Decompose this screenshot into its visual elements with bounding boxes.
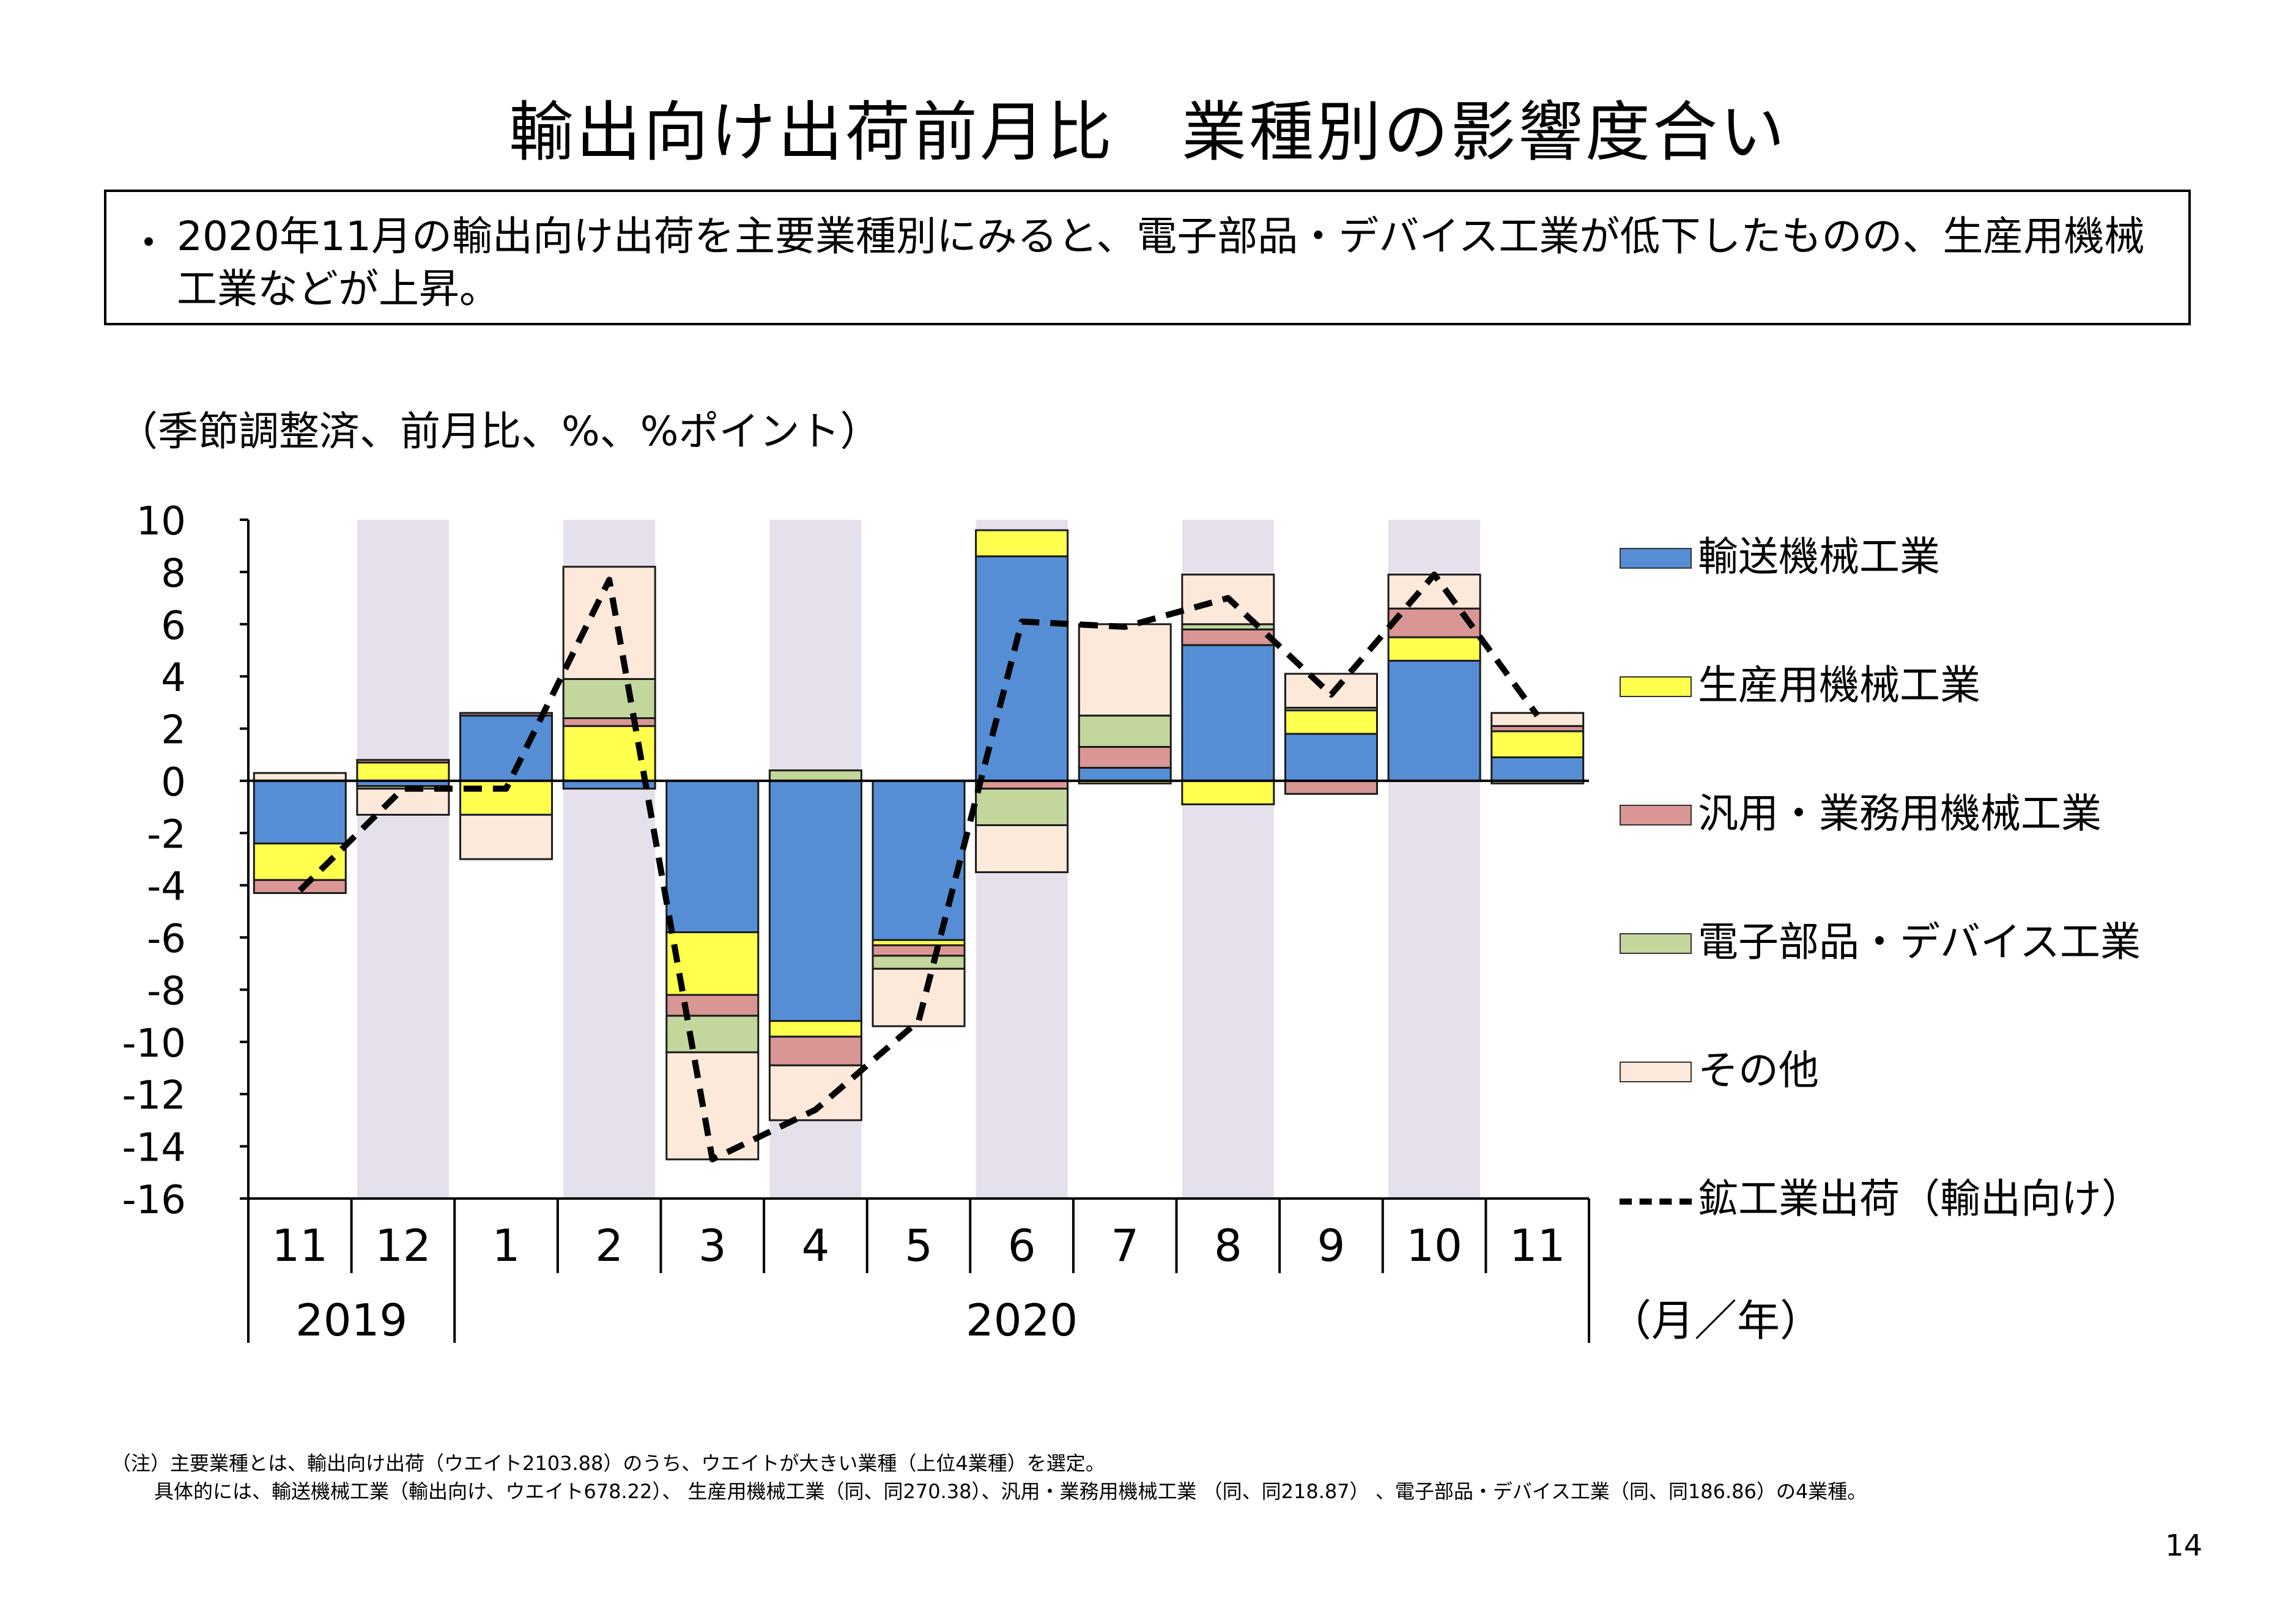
legend-swatch bbox=[1620, 805, 1692, 826]
bar-segment bbox=[768, 769, 862, 782]
axis-layer bbox=[240, 519, 1590, 1343]
month-label: 4 bbox=[801, 1220, 829, 1271]
total-shipments-line bbox=[297, 571, 1540, 1162]
bar-segment bbox=[356, 759, 450, 764]
y-tick-label: 0 bbox=[161, 760, 186, 805]
bar-segment bbox=[872, 944, 966, 957]
bar-segment bbox=[1387, 574, 1481, 610]
legend-swatch bbox=[1620, 548, 1692, 569]
legend-dash-line bbox=[1620, 1199, 1692, 1205]
bar-segment bbox=[768, 1035, 862, 1066]
line-layer bbox=[297, 571, 1540, 1162]
bar-segment bbox=[768, 780, 862, 1022]
y-tick-label: 10 bbox=[136, 499, 186, 544]
month-label: 5 bbox=[905, 1220, 933, 1271]
bar-segment bbox=[562, 717, 656, 727]
bar-segment bbox=[665, 780, 760, 934]
year-label: 2020 bbox=[966, 1295, 1078, 1346]
bar-segment bbox=[1181, 628, 1275, 646]
bar-segment bbox=[1078, 714, 1172, 748]
y-tick-label: 2 bbox=[161, 708, 186, 753]
month-label: 11 bbox=[272, 1220, 328, 1271]
y-tick-label: 4 bbox=[161, 656, 186, 701]
unit-label: （季節調整済、前月比、%、%ポイント） bbox=[117, 408, 881, 455]
bar-segment bbox=[975, 788, 1069, 826]
y-tick-label: -2 bbox=[147, 812, 186, 857]
bar-segment bbox=[356, 788, 450, 816]
y-tick-label: -10 bbox=[122, 1021, 186, 1066]
summary-box: ・ 2020年11月の輸出向け出荷を主要業種別にみると、電子部品・デバイス工業が… bbox=[104, 190, 2191, 325]
bar-segment bbox=[253, 780, 347, 844]
month-label: 9 bbox=[1317, 1220, 1346, 1271]
summary-bullet: ・ bbox=[128, 220, 169, 267]
y-tick-label: -6 bbox=[147, 917, 186, 962]
legend-swatch bbox=[1620, 1062, 1692, 1082]
bar-layer bbox=[253, 529, 1585, 1161]
bar-segment bbox=[975, 529, 1069, 558]
legend-label: 汎用・業務用機械工業 bbox=[1698, 790, 2102, 837]
legend-swatch bbox=[1620, 933, 1692, 954]
summary-text: 2020年11月の輸出向け出荷を主要業種別にみると、電子部品・デバイス工業が低下… bbox=[177, 213, 2145, 312]
bar-segment bbox=[665, 1051, 760, 1161]
page-title: 輸出向け出荷前月比 業種別の影響度合い bbox=[509, 95, 1787, 170]
month-label: 3 bbox=[698, 1220, 727, 1271]
y-tick-label: -16 bbox=[122, 1178, 186, 1223]
footnote: （注）主要業種とは、輸出向け出荷（ウエイト2103.88）のうち、ウエイトが大き… bbox=[111, 1449, 1867, 1505]
bar-segment bbox=[665, 1014, 760, 1054]
page-number: 14 bbox=[2165, 1529, 2203, 1563]
y-tick-label: -12 bbox=[122, 1073, 186, 1118]
month-label: 7 bbox=[1111, 1220, 1139, 1271]
bar-segment bbox=[665, 994, 760, 1017]
bar-segment bbox=[459, 712, 554, 717]
bar-segment bbox=[1181, 644, 1275, 782]
month-label: 8 bbox=[1214, 1220, 1242, 1271]
bar-segment bbox=[1387, 636, 1481, 662]
bar-segment bbox=[872, 780, 966, 941]
shaded-band bbox=[357, 520, 449, 1199]
y-tick-label: 8 bbox=[161, 551, 186, 596]
bar-segment bbox=[1491, 730, 1585, 759]
month-label: 6 bbox=[1008, 1220, 1036, 1271]
y-tick-label: -4 bbox=[147, 865, 186, 910]
legend-label: 生産用機械工業 bbox=[1698, 662, 1980, 709]
bar-segment bbox=[459, 714, 554, 782]
legend-label: 電子部品・デバイス工業 bbox=[1698, 918, 2141, 966]
bar-segment bbox=[768, 1064, 862, 1121]
bar-segment bbox=[356, 761, 450, 782]
bar-segment bbox=[975, 824, 1069, 873]
y-tick-label: -8 bbox=[147, 969, 186, 1014]
bar-segment bbox=[1284, 780, 1378, 795]
bar-segment bbox=[1078, 623, 1172, 717]
bar-segment bbox=[1078, 745, 1172, 769]
month-label: 10 bbox=[1406, 1220, 1462, 1271]
bar-segment bbox=[1387, 660, 1481, 782]
legend-label: 鉱工業出荷（輸出向け） bbox=[1698, 1175, 2142, 1222]
bar-segment bbox=[1491, 756, 1585, 782]
x-axis-unit: （月／年） bbox=[1609, 1296, 1823, 1346]
month-label: 11 bbox=[1509, 1220, 1566, 1271]
bar-segment bbox=[1078, 767, 1172, 782]
bar-segment bbox=[1284, 709, 1378, 735]
month-label: 1 bbox=[492, 1220, 520, 1271]
bar-segment bbox=[768, 1020, 862, 1038]
legend-label: その他 bbox=[1698, 1047, 1819, 1094]
bar-segment bbox=[459, 813, 554, 860]
year-label: 2019 bbox=[295, 1295, 407, 1346]
bar-segment bbox=[872, 955, 966, 970]
month-label: 2 bbox=[595, 1220, 623, 1271]
y-tick-label: -14 bbox=[122, 1126, 186, 1171]
y-tick-label: 6 bbox=[161, 604, 186, 649]
footnote-line-1: （注）主要業種とは、輸出向け出荷（ウエイト2103.88）のうち、ウエイトが大き… bbox=[111, 1452, 1105, 1475]
bar-segment bbox=[1284, 733, 1378, 782]
bar-segment bbox=[1181, 780, 1275, 805]
footnote-line-2: 具体的には、輸送機械工業（輸出向け、ウエイト678.22）、 生産用機械工業（同… bbox=[154, 1480, 1867, 1503]
legend-swatch bbox=[1620, 676, 1692, 697]
month-label: 12 bbox=[375, 1220, 431, 1271]
legend-label: 輸送機械工業 bbox=[1698, 533, 1940, 580]
bar-segment bbox=[562, 678, 656, 719]
